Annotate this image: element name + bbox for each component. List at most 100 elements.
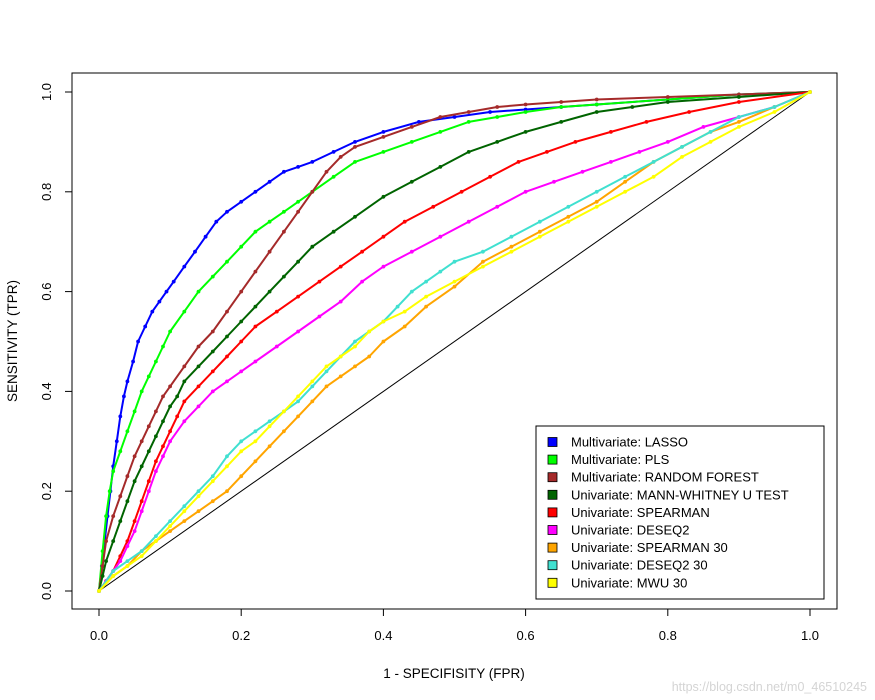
data-point [225,454,229,459]
data-point [282,274,286,279]
data-point [168,519,173,523]
data-point [438,165,443,169]
data-point [210,479,215,484]
data-point [495,140,500,144]
data-point [594,189,599,194]
data-point [594,199,599,204]
data-point [132,409,137,414]
data-point [193,249,197,254]
data-point [580,169,585,174]
data-point [168,329,173,334]
data-point [296,399,300,404]
data-point [466,110,471,114]
x-tick-label: 0.6 [517,628,535,643]
data-point [687,110,691,114]
data-point [680,155,684,159]
data-point [701,125,706,129]
data-point [310,244,315,249]
data-point [367,329,372,334]
x-axis-title: 1 - SPECIFISITY (FPR) [383,666,525,681]
series-line [98,91,811,592]
data-point [509,244,514,249]
data-point [665,95,670,99]
data-point [125,499,130,504]
data-point [310,160,315,164]
data-point [182,419,187,424]
data-point [594,102,599,107]
data-point [146,489,151,494]
data-point [203,234,208,239]
data-point [630,105,635,109]
data-point [537,234,542,239]
data-point [317,314,322,319]
data-point [154,539,158,543]
data-point [523,130,528,134]
data-point [737,100,741,104]
data-point [381,234,386,239]
data-point [353,140,357,144]
data-point [210,329,215,334]
data-point [353,214,357,219]
data-point [132,479,137,484]
data-point [296,259,300,264]
data-point [353,160,357,164]
data-point [353,364,357,369]
data-point [651,174,656,179]
data-point [161,454,165,459]
data-point [97,589,101,593]
data-point [296,394,300,399]
data-point [253,439,258,444]
data-point [136,339,141,344]
data-point [154,409,158,414]
data-point [125,559,130,563]
data-point [253,324,258,329]
data-point [466,150,471,154]
data-point [267,219,272,224]
data-point [488,174,492,179]
data-point [225,489,229,494]
data-point [125,544,130,548]
data-point [545,150,549,154]
data-point [225,259,229,264]
data-point [154,434,158,439]
data-point [182,364,187,369]
data-point [338,354,343,359]
data-point [196,494,201,499]
data-point [459,189,464,194]
data-point [104,514,108,518]
data-point [118,519,123,523]
data-point [452,115,457,119]
data-point [100,549,105,553]
data-point [594,204,599,209]
data-point [353,339,357,344]
data-point [324,369,329,374]
data-point [253,304,258,309]
data-point [310,189,315,194]
data-point [182,504,187,509]
data-point [196,364,201,369]
data-point [296,414,300,419]
data-point [139,389,144,394]
data-point [225,354,229,359]
reference-diagonal [98,91,811,592]
data-point [324,169,329,174]
data-point [239,449,244,454]
y-tick-label: 0.6 [39,283,54,301]
data-point [210,499,215,504]
x-tick-label: 0.2 [232,628,250,643]
data-point [523,102,528,107]
data-point [196,384,201,389]
x-tick-label: 1.0 [801,628,819,643]
series-line [98,91,811,592]
data-point [253,459,258,464]
data-point [154,459,158,464]
data-point [331,150,336,154]
data-point [481,259,485,264]
legend-label: Multivariate: LASSO [571,435,688,450]
data-point [594,97,599,102]
legend-label: Univariate: DESEQ2 30 [571,558,708,573]
data-point [310,384,315,389]
data-point [665,140,670,144]
y-tick-label: 1.0 [39,83,54,101]
